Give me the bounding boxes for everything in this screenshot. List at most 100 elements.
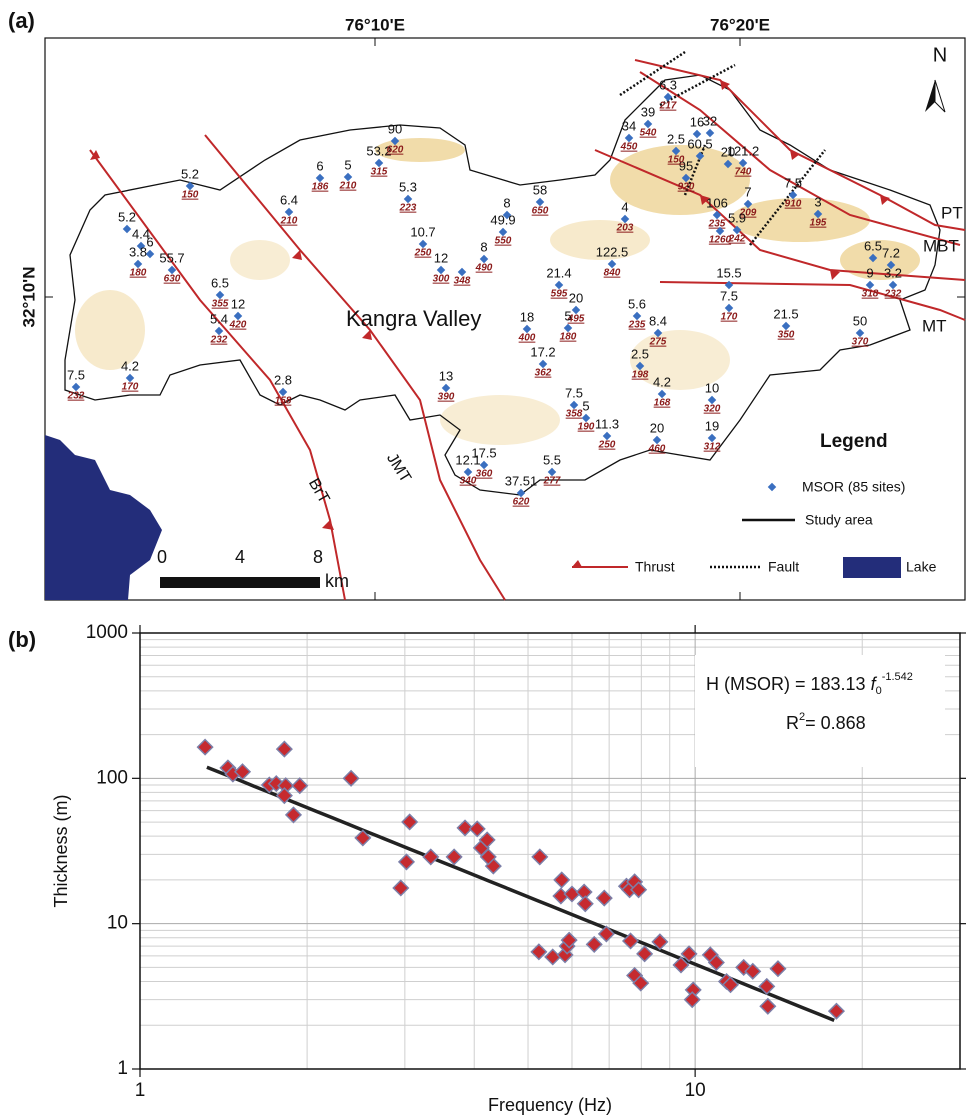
y-tick-label: 1 [117, 1058, 128, 1079]
site-marker [145, 249, 155, 259]
panel-label: (b) [8, 627, 36, 652]
data-point [827, 1002, 846, 1020]
site-upper-label: 3.8 [129, 244, 147, 259]
site-upper-label: 60.5 [687, 136, 712, 151]
site-upper-label: 5.6 [628, 296, 646, 311]
site-lower-label: 460 [648, 444, 666, 455]
x-axis-label: Frequency (Hz) [488, 1095, 612, 1115]
site-upper-label: 20 [569, 290, 583, 305]
site-upper-label: 32 [703, 113, 717, 128]
site-marker [547, 467, 557, 477]
site-upper-label: 18 [520, 309, 534, 324]
site-lower-label: 300 [433, 274, 450, 285]
site-marker [563, 323, 573, 333]
fit-equation: H (MSOR) = 183.13 f0-1.542 [706, 671, 913, 697]
site-marker [463, 467, 473, 477]
data-point [275, 740, 293, 758]
site-lower-label: 158 [275, 396, 292, 407]
site-lower-label: 450 [620, 142, 638, 153]
site-marker [724, 303, 734, 313]
data-point [630, 881, 648, 899]
site-marker [441, 383, 451, 393]
site-lower-label: 198 [632, 370, 649, 381]
site-marker [707, 395, 717, 405]
site-upper-label: 21.4 [546, 265, 571, 280]
study-area [64, 74, 941, 496]
equation-exponent: -1.542 [882, 671, 913, 683]
y-axis-label: Thickness (m) [51, 794, 71, 907]
r2-superscript: 2 [799, 711, 805, 723]
site-upper-label: 90 [388, 121, 402, 136]
site-upper-label: 7.5 [565, 385, 583, 400]
data-point [553, 871, 571, 889]
site-marker [125, 373, 135, 383]
site-upper-label: 9 [866, 265, 873, 280]
r2-symbol: R [786, 713, 799, 733]
site-upper-label: 6 [316, 158, 323, 173]
data-point [478, 831, 496, 849]
site-lower-label: 242 [728, 234, 746, 245]
site-marker [581, 413, 591, 423]
site-lower-label: 315 [371, 167, 388, 178]
r2-equals: = [805, 713, 816, 733]
legend-title: Legend [820, 431, 888, 452]
site-lower-label: 550 [495, 236, 512, 247]
site-marker [122, 224, 132, 234]
data-point [354, 829, 372, 847]
site-upper-label: 15.5 [716, 265, 741, 280]
site-lower-label: 232 [67, 391, 85, 402]
site-lower-label: 232 [884, 289, 902, 300]
site-upper-label: 12 [231, 296, 245, 311]
site-lower-label: 275 [649, 337, 667, 348]
data-point [680, 945, 698, 963]
site-marker [390, 136, 400, 146]
site-lower-label: 209 [739, 208, 757, 219]
x-tick-label: 1 [135, 1080, 146, 1101]
data-point [721, 976, 740, 994]
data-point [707, 953, 725, 972]
legend-text: Fault [768, 559, 799, 575]
north-label: N [933, 44, 947, 66]
x-tick-label: 10 [685, 1080, 706, 1101]
site-upper-label: 10 [705, 380, 719, 395]
equation-variable: f [871, 674, 878, 694]
lat-label: 32°10'N [19, 267, 38, 328]
site-lower-label: 620 [387, 145, 404, 156]
site-marker [502, 210, 512, 220]
thrusts [89, 59, 966, 601]
site-marker [602, 431, 612, 441]
site-upper-label: 7.2 [882, 245, 900, 260]
site-lower-label: 390 [438, 392, 455, 403]
site-marker [781, 321, 791, 331]
site-lower-label: 250 [598, 440, 616, 451]
site-lower-label: 180 [560, 332, 577, 343]
site-upper-label: 17.2 [530, 344, 555, 359]
equation-subscript: 0 [876, 685, 882, 697]
plot-frame [139, 632, 961, 1070]
site-upper-label: 34 [622, 118, 636, 133]
site-lower-label: 170 [721, 312, 738, 323]
lake [45, 435, 162, 600]
site-upper-label: 4.2 [653, 374, 671, 389]
data-point [563, 885, 581, 903]
legend-text: MSOR (85 sites) [802, 479, 905, 495]
site-upper-label: 55.7 [159, 250, 184, 265]
site-lower-label: 190 [578, 422, 595, 433]
site-lower-label: 495 [567, 314, 585, 325]
site-marker [652, 435, 662, 445]
site-marker [888, 280, 898, 290]
site-upper-label: 121.2 [727, 143, 760, 158]
data-point [397, 853, 416, 871]
site-marker [607, 259, 617, 269]
structure-label: MBT [923, 236, 959, 255]
scale-tick: 0 [157, 547, 167, 567]
site-marker [569, 400, 579, 410]
site-lower-label: 740 [735, 167, 752, 178]
site-upper-label: 20 [721, 144, 735, 159]
site-marker [215, 290, 225, 300]
site-upper-label: 37.51 [505, 473, 538, 488]
data-point [456, 819, 474, 837]
site-lower-label: 235 [708, 219, 726, 230]
data-point [651, 933, 669, 951]
data-point [597, 925, 615, 943]
